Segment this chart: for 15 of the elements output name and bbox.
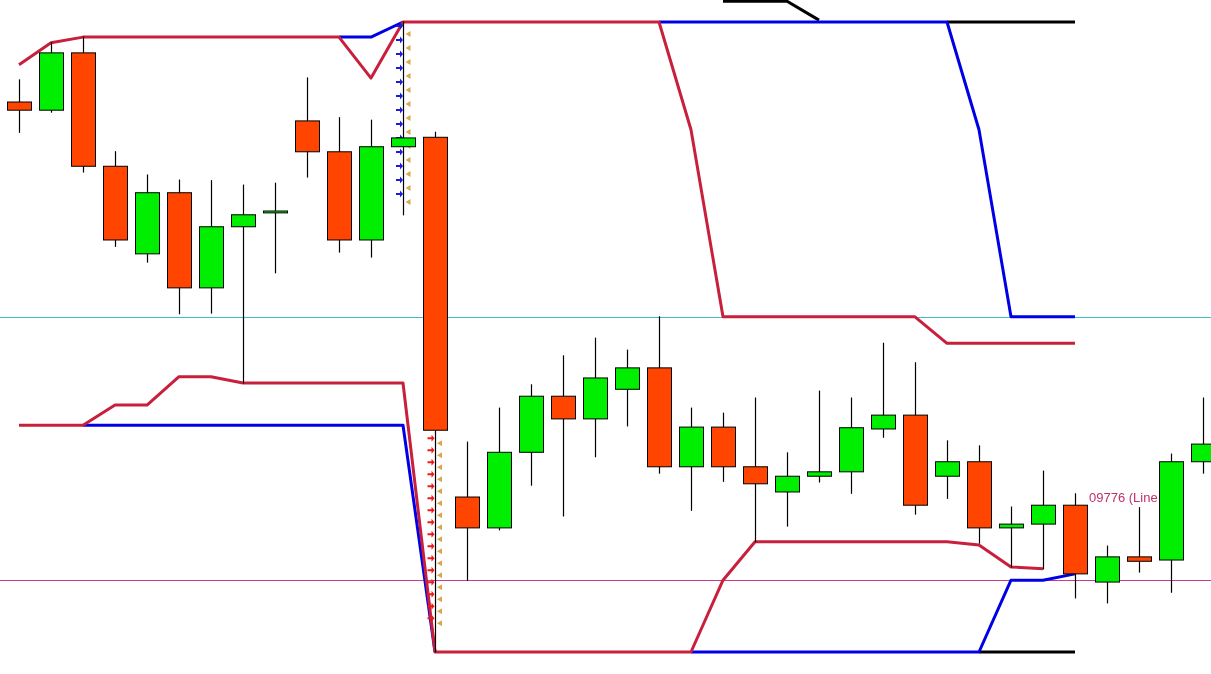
candlestick (263, 182, 288, 274)
candlestick (551, 355, 576, 517)
candlestick (7, 79, 32, 133)
candlestick (1031, 470, 1056, 570)
candlestick (231, 184, 256, 384)
candlestick (391, 21, 416, 216)
candlestick (1127, 507, 1152, 573)
candlestick (615, 349, 640, 427)
candlestick (775, 452, 800, 527)
candlestick (807, 390, 832, 483)
candlestick (999, 506, 1024, 568)
candlestick (935, 440, 960, 499)
candlestick (743, 397, 768, 543)
candlestick (871, 342, 896, 438)
annotation: 09776 (Line (1089, 490, 1158, 505)
